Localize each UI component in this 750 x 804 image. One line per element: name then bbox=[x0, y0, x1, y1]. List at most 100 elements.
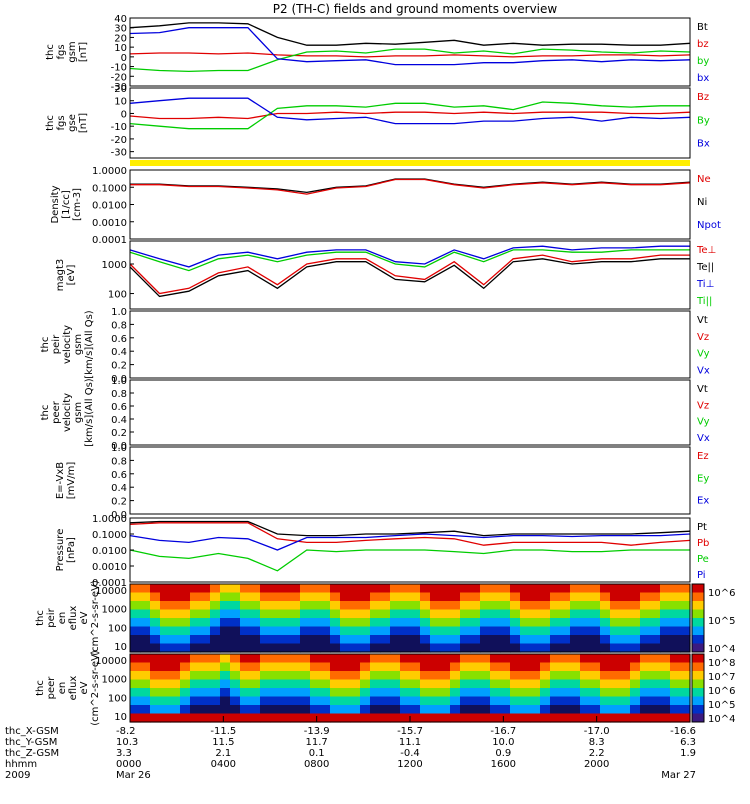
y-tick-label: 0.0 bbox=[111, 510, 127, 521]
spectrogram-cell bbox=[360, 713, 371, 723]
spectrogram-cell bbox=[450, 671, 461, 681]
spectrogram-cell bbox=[500, 713, 511, 723]
spectrogram-cell bbox=[210, 609, 221, 619]
y-tick-label: 1.0000 bbox=[92, 514, 127, 525]
spectrogram-cell bbox=[260, 609, 271, 619]
spectrogram-cell bbox=[400, 601, 411, 611]
spectrogram-cell bbox=[430, 688, 441, 698]
spectrogram-cell bbox=[460, 705, 471, 715]
y-axis-label: Pressure bbox=[55, 529, 66, 572]
spectrogram-cell bbox=[150, 662, 161, 672]
colorbar-tick-label: 10^4 bbox=[708, 714, 735, 725]
spectrogram-cell bbox=[680, 592, 691, 602]
spectrogram-cell bbox=[630, 626, 641, 636]
spectrogram-cell bbox=[610, 696, 621, 706]
colorbar-tick-label: 10^4 bbox=[708, 644, 735, 655]
spectrogram-cell bbox=[610, 705, 621, 715]
spectrogram-cell bbox=[330, 626, 341, 636]
spectrogram-cell bbox=[340, 696, 351, 706]
y-tick-label: 100 bbox=[108, 290, 127, 301]
spectrogram-cell bbox=[320, 601, 331, 611]
spectrogram-cell bbox=[240, 618, 251, 628]
spectrogram-cell bbox=[150, 679, 161, 689]
spectrogram-cell bbox=[170, 654, 181, 664]
spectrogram-cell bbox=[670, 584, 681, 594]
spectrogram-cell bbox=[160, 654, 171, 664]
spectrogram-cell bbox=[530, 705, 541, 715]
spectrogram-cell bbox=[500, 705, 511, 715]
panel-frame bbox=[129, 446, 691, 515]
spectrogram-cell bbox=[560, 688, 571, 698]
spectrogram-cell bbox=[500, 662, 511, 672]
spectrogram-cell bbox=[310, 671, 321, 681]
spectrogram-cell bbox=[360, 635, 371, 645]
y-tick-label: 0.0100 bbox=[92, 201, 127, 212]
spectrogram-cell bbox=[340, 671, 351, 681]
spectrogram-cell bbox=[180, 696, 191, 706]
spectrogram-cell bbox=[210, 662, 221, 672]
spectrogram-cell bbox=[240, 654, 251, 664]
spectrogram-cell bbox=[500, 671, 511, 681]
spectrogram-cell bbox=[460, 713, 471, 723]
spectrogram-cell bbox=[620, 601, 631, 611]
x-tick-label: 0.9 bbox=[495, 748, 511, 759]
spectrogram-cell bbox=[470, 654, 481, 664]
spectrogram-cell bbox=[580, 618, 591, 628]
spectrogram-cell bbox=[610, 635, 621, 645]
spectrogram-cell bbox=[440, 705, 451, 715]
y-axis-label: thc bbox=[45, 115, 56, 131]
spectrogram-cell bbox=[660, 626, 671, 636]
y-tick-label: 1.0 bbox=[111, 376, 127, 387]
spectrogram-cell bbox=[680, 713, 691, 723]
spectrogram-cell bbox=[450, 713, 461, 723]
spectrogram-cell bbox=[470, 713, 481, 723]
spectrogram-cell bbox=[200, 688, 211, 698]
spectrogram-cell bbox=[610, 688, 621, 698]
spectrogram-cell bbox=[580, 705, 591, 715]
spectrogram-cell bbox=[620, 618, 631, 628]
spectrogram-cell bbox=[230, 679, 241, 689]
y-tick-label: 0.0 bbox=[111, 374, 127, 385]
y-axis-label: [nT] bbox=[78, 42, 89, 62]
spectrogram-cell bbox=[540, 696, 551, 706]
spectrogram-cell bbox=[440, 609, 451, 619]
spectrogram-cell bbox=[420, 679, 431, 689]
spectrogram-cell bbox=[560, 618, 571, 628]
spectrogram-cell bbox=[240, 601, 251, 611]
spectrogram-cell bbox=[430, 601, 441, 611]
colorbar-tick-label: 10^7 bbox=[708, 672, 735, 683]
spectrogram-cell bbox=[180, 609, 191, 619]
spectrogram-cell bbox=[150, 609, 161, 619]
spectrogram-cell bbox=[150, 601, 161, 611]
spectrogram-cell bbox=[500, 688, 511, 698]
spectrogram-cell bbox=[260, 626, 271, 636]
spectrogram-cell bbox=[240, 679, 251, 689]
spectrogram-cell bbox=[470, 705, 481, 715]
spectrogram-cell bbox=[530, 643, 541, 653]
spectrogram-cell bbox=[310, 679, 321, 689]
spectrogram-cell bbox=[510, 626, 521, 636]
spectrogram-cell bbox=[160, 679, 171, 689]
spectrogram-cell bbox=[180, 626, 191, 636]
spectrogram-cell bbox=[420, 643, 431, 653]
series-line bbox=[129, 254, 690, 295]
spectrogram-cell bbox=[240, 688, 251, 698]
spectrogram-cell bbox=[280, 609, 291, 619]
spectrogram-cell bbox=[210, 696, 221, 706]
spectrogram-cell bbox=[590, 643, 601, 653]
spectrogram-cell bbox=[330, 609, 341, 619]
spectrogram-cell bbox=[680, 635, 691, 645]
spectrogram-cell bbox=[630, 671, 641, 681]
spectrogram-cell bbox=[670, 601, 681, 611]
y-tick-label: -20 bbox=[111, 135, 127, 146]
spectrogram-cell bbox=[620, 654, 631, 664]
spectrogram-cell bbox=[250, 626, 261, 636]
spectrogram-cell bbox=[490, 679, 501, 689]
spectrogram-cell bbox=[570, 713, 581, 723]
spectrogram-cell bbox=[400, 643, 411, 653]
spectrogram-cell bbox=[540, 679, 551, 689]
x-tick-label: 10.0 bbox=[492, 737, 514, 748]
y-tick-label: 0.8 bbox=[111, 389, 127, 400]
spectrogram-cell bbox=[460, 662, 471, 672]
y-axis-label: en bbox=[57, 682, 68, 695]
